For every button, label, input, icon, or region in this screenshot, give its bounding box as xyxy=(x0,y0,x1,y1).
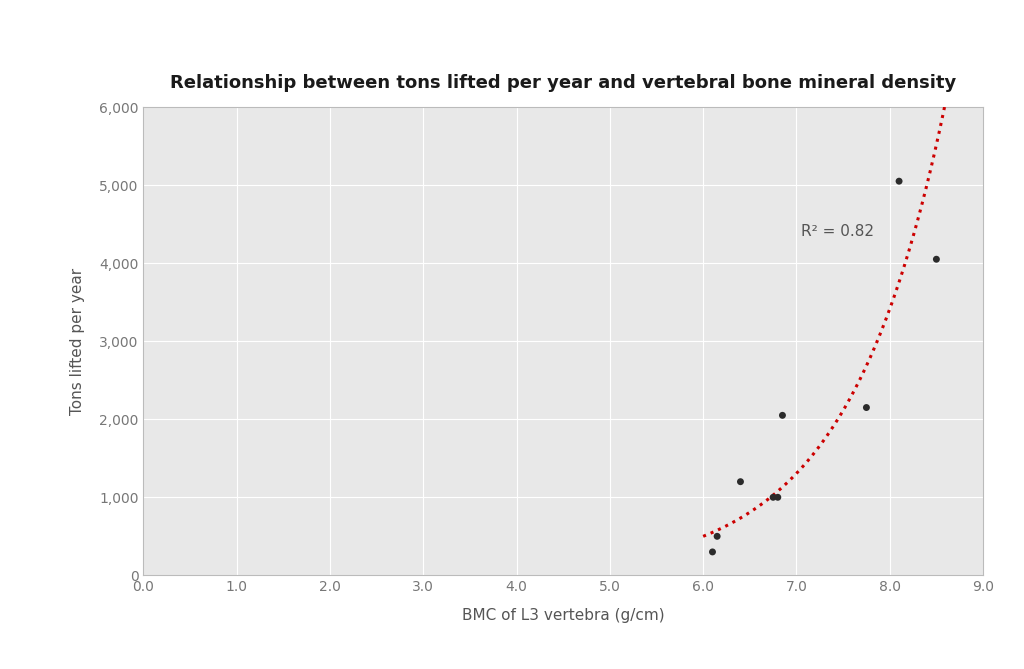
Point xyxy=(770,492,786,502)
X-axis label: BMC of L3 vertebra (g/cm): BMC of L3 vertebra (g/cm) xyxy=(462,608,665,623)
Point xyxy=(774,410,791,421)
Point xyxy=(709,531,725,542)
Title: Relationship between tons lifted per year and vertebral bone mineral density: Relationship between tons lifted per yea… xyxy=(170,74,956,92)
Point xyxy=(928,254,944,265)
Text: R² = 0.82: R² = 0.82 xyxy=(801,224,874,239)
Point xyxy=(765,492,781,502)
Y-axis label: Tons lifted per year: Tons lifted per year xyxy=(70,268,85,415)
Point xyxy=(705,547,721,557)
Point xyxy=(891,176,907,187)
Point xyxy=(732,476,749,487)
Point xyxy=(858,402,874,413)
